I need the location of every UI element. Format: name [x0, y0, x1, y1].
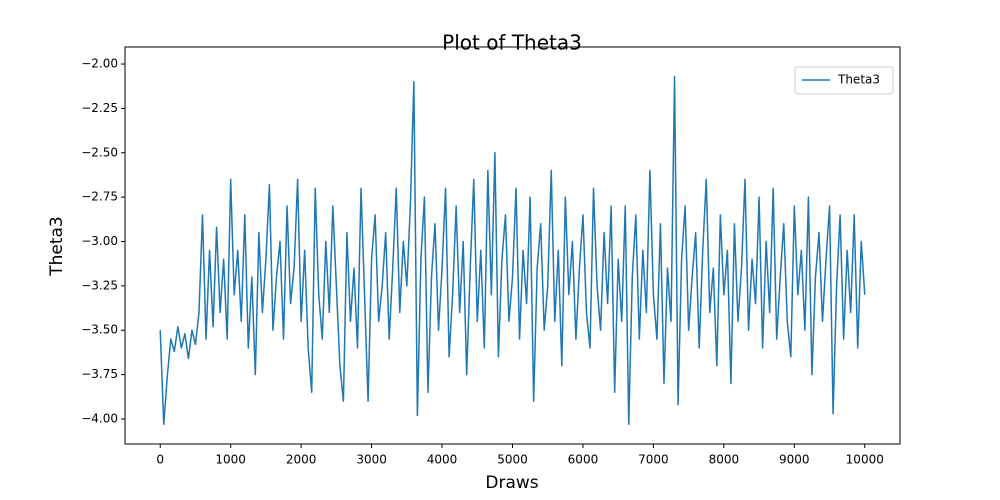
chart-title: Plot of Theta3	[442, 31, 582, 55]
x-tick-label: 6000	[568, 453, 599, 467]
y-tick-label: −2.00	[81, 57, 118, 71]
x-tick-label: 0	[156, 453, 164, 467]
y-tick-label: −3.50	[81, 323, 118, 337]
x-axis-label: Draws	[485, 473, 538, 493]
legend-box	[794, 66, 894, 95]
data-line	[159, 75, 866, 426]
y-tick-label: −3.25	[81, 278, 118, 292]
x-tick-label: 3000	[356, 453, 387, 467]
x-tick-label: 1000	[215, 453, 246, 467]
y-tick-label: −2.50	[81, 145, 118, 159]
x-tick-label: 7000	[638, 453, 669, 467]
y-tick-label: −2.25	[81, 101, 118, 115]
x-tick-label: 9000	[779, 453, 810, 467]
y-tick-label: −3.00	[81, 234, 118, 248]
plot-frame	[124, 46, 901, 445]
x-tick-label: 4000	[427, 453, 458, 467]
y-tick-label: −3.75	[81, 367, 118, 381]
y-axis-label: Theta3	[47, 216, 67, 277]
x-tick-label: 10000	[846, 453, 884, 467]
legend-label: Theta3	[837, 73, 880, 87]
x-tick-label: 2000	[286, 453, 317, 467]
y-tick-label: −2.75	[81, 190, 118, 204]
x-tick-label: 8000	[709, 453, 740, 467]
y-tick-label: −4.00	[81, 411, 118, 425]
x-tick-label: 5000	[497, 453, 528, 467]
